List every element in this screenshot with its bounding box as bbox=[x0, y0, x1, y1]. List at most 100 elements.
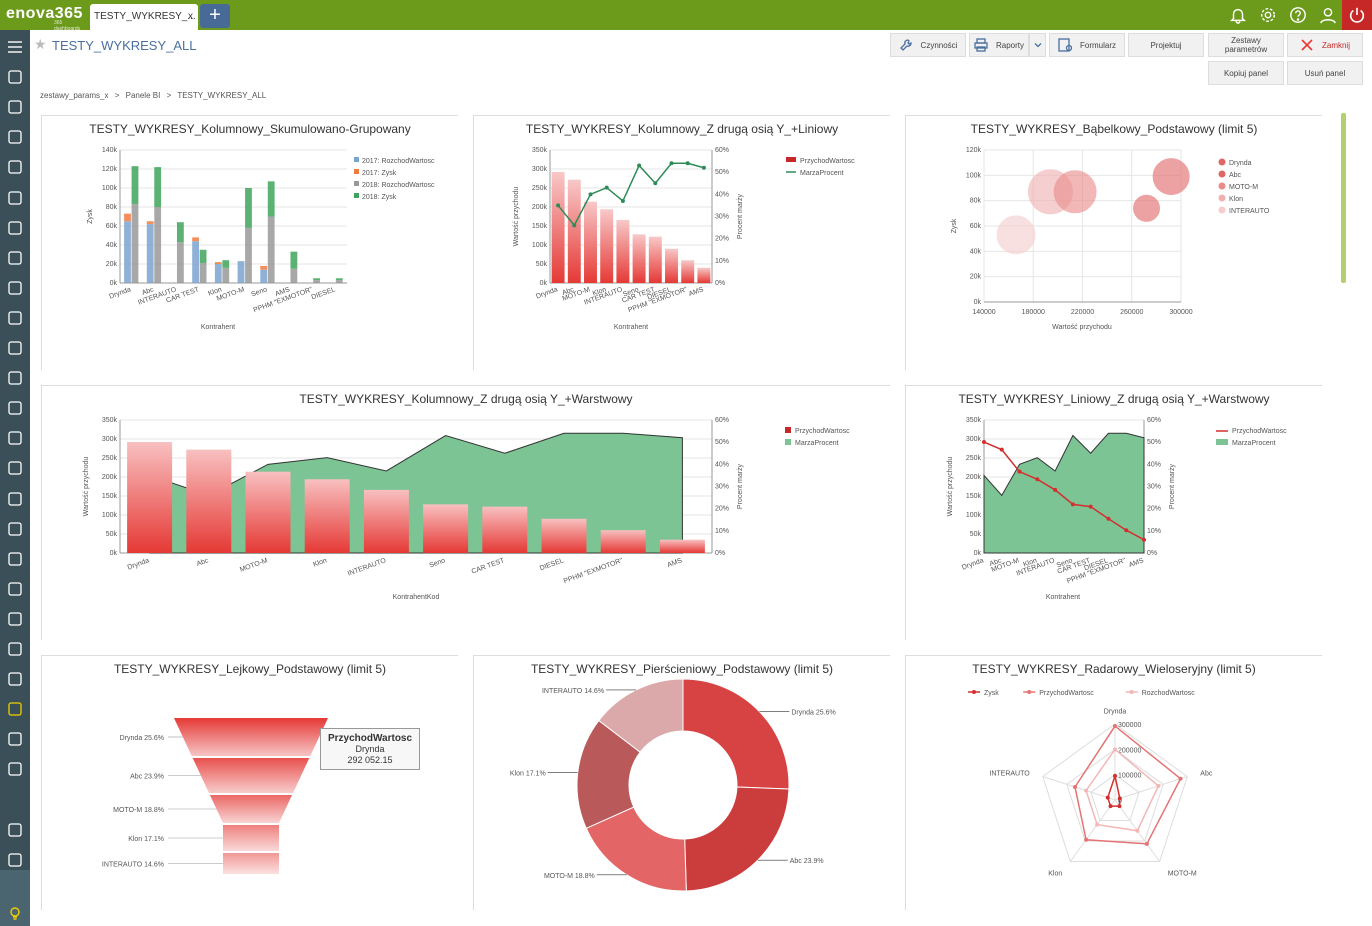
home-icon[interactable] bbox=[0, 424, 30, 452]
menu-icon[interactable] bbox=[0, 33, 30, 61]
legend-label: 2017: Zysk bbox=[362, 170, 397, 177]
bar bbox=[214, 262, 222, 264]
radar-point bbox=[1135, 828, 1140, 833]
vertical-scrollbar[interactable] bbox=[1341, 113, 1346, 283]
branch-icon[interactable] bbox=[0, 364, 30, 392]
x-tick-label: 140000 bbox=[972, 309, 995, 316]
box-icon[interactable] bbox=[0, 394, 30, 422]
contacts-icon[interactable] bbox=[0, 153, 30, 181]
help-icon[interactable] bbox=[1283, 0, 1313, 30]
projektuj-button[interactable]: Projektuj bbox=[1128, 33, 1204, 57]
raporty-dropdown[interactable] bbox=[1029, 33, 1046, 57]
y-tick-label: 40k bbox=[970, 248, 982, 255]
x-axis-title: Wartość przychodu bbox=[1052, 324, 1112, 331]
x-tick-label: Drynda bbox=[961, 557, 985, 571]
wrench-icon[interactable] bbox=[0, 545, 30, 573]
person-icon[interactable] bbox=[0, 635, 30, 663]
badge-icon[interactable] bbox=[0, 515, 30, 543]
globe-icon[interactable] bbox=[0, 816, 30, 844]
logo-text: enova365 bbox=[6, 5, 83, 22]
radar-point bbox=[1113, 747, 1117, 752]
breadcrumb-item[interactable]: TESTY_WYKRESY_ALL bbox=[177, 91, 267, 100]
radar-point bbox=[1073, 785, 1078, 790]
bar bbox=[632, 234, 646, 283]
bell-icon[interactable] bbox=[1223, 0, 1253, 30]
tools-icon[interactable] bbox=[0, 485, 30, 513]
sidebar-bottom-bulb[interactable] bbox=[0, 870, 30, 926]
car-icon[interactable] bbox=[0, 244, 30, 272]
bar bbox=[124, 221, 131, 283]
inbox-icon-glyph bbox=[8, 100, 22, 114]
bubble bbox=[1053, 170, 1097, 214]
graduation-icon[interactable] bbox=[0, 665, 30, 693]
enova-logo[interactable]: enova365 365 dashboards bbox=[6, 5, 86, 32]
factory-icon[interactable] bbox=[0, 304, 30, 332]
bar bbox=[154, 167, 162, 207]
bar bbox=[659, 539, 705, 553]
radar-point bbox=[1084, 837, 1089, 842]
y-tick-label: 100k bbox=[966, 172, 982, 179]
raporty-button[interactable]: Raporty bbox=[969, 33, 1029, 57]
funnel-label: Abc 23.9% bbox=[130, 774, 164, 781]
radar-point bbox=[1178, 776, 1183, 781]
breadcrumb-item[interactable]: zestawy_params_x bbox=[40, 91, 109, 100]
icon-shape bbox=[8, 732, 22, 746]
line-point bbox=[1017, 469, 1022, 474]
bar bbox=[423, 504, 469, 553]
y-tick-label: 100k bbox=[102, 512, 118, 519]
database-icon[interactable] bbox=[0, 123, 30, 151]
chart-title: TESTY_WYKRESY_Lejkowy_Podstawowy (limit … bbox=[113, 662, 387, 676]
y-tick-label: 80k bbox=[970, 198, 982, 205]
radar-series bbox=[1085, 748, 1160, 832]
line-point bbox=[620, 198, 625, 203]
x-tick-label: Seno bbox=[250, 286, 268, 298]
line-area-chart: 0k 50k 100k 150k 200k 250k 300k 350k 0% 10% 20% 30%… bbox=[947, 417, 1287, 601]
calendar-icon[interactable] bbox=[0, 63, 30, 91]
funnel-label: Klon 17.1% bbox=[128, 836, 164, 843]
pipe-icon[interactable] bbox=[0, 575, 30, 603]
icon-shape bbox=[8, 130, 22, 144]
legend-label: PrzychodWartosc bbox=[1232, 428, 1287, 435]
tooltip-series: PrzychodWartosc bbox=[327, 733, 413, 744]
bulb-icon[interactable] bbox=[0, 695, 30, 723]
bar bbox=[260, 269, 268, 283]
favorite-star-icon[interactable]: ★ bbox=[34, 36, 47, 52]
radar-point bbox=[1117, 796, 1122, 801]
tab-close-icon[interactable]: x bbox=[188, 11, 193, 22]
calculator-icon[interactable] bbox=[0, 184, 30, 212]
formularz-button[interactable]: Formularz bbox=[1049, 33, 1125, 57]
document-icon[interactable] bbox=[0, 214, 30, 242]
usun-panel-button[interactable]: Usuń panel bbox=[1287, 61, 1363, 85]
y-tick-label: 300k bbox=[966, 436, 982, 443]
zamknij-button[interactable]: Zamknij bbox=[1287, 33, 1363, 57]
bar bbox=[290, 251, 298, 269]
user-icon[interactable] bbox=[1313, 0, 1343, 30]
icon-shape bbox=[8, 220, 22, 235]
icon-shape bbox=[8, 582, 22, 596]
bar bbox=[245, 227, 252, 283]
funnel-segment bbox=[223, 825, 279, 851]
zestawy-parametrow-button[interactable]: Zestawy parametrów bbox=[1208, 33, 1284, 57]
line-series bbox=[983, 441, 1145, 541]
inbox-icon[interactable] bbox=[0, 93, 30, 121]
legend-label: MarzaProcent bbox=[1232, 440, 1276, 447]
kopiuj-panel-button[interactable]: Kopiuj panel bbox=[1208, 61, 1284, 85]
cart-icon[interactable] bbox=[0, 274, 30, 302]
add-tab-button[interactable]: + bbox=[200, 4, 230, 28]
table-icon[interactable] bbox=[0, 846, 30, 874]
gear-icon[interactable] bbox=[1253, 0, 1283, 30]
legend-label: MarzaProcent bbox=[800, 170, 844, 177]
flow-icon[interactable] bbox=[0, 334, 30, 362]
y2-tick-label: 40% bbox=[1147, 461, 1161, 468]
tab-testy-wykresy[interactable]: TESTY_WYKRESY_... x bbox=[90, 4, 198, 30]
czynnosci-button[interactable]: Czynności bbox=[890, 33, 966, 57]
book-icon[interactable] bbox=[0, 605, 30, 633]
storage-icon[interactable] bbox=[0, 725, 30, 753]
y2-tick-label: 60% bbox=[715, 417, 729, 424]
table-icon-glyph bbox=[8, 853, 22, 867]
power-icon[interactable] bbox=[1342, 0, 1372, 30]
mail-icon[interactable] bbox=[0, 454, 30, 482]
legend-swatch bbox=[354, 181, 359, 186]
breadcrumb-item[interactable]: Panele BI bbox=[125, 91, 161, 100]
edit-icon[interactable] bbox=[0, 755, 30, 783]
